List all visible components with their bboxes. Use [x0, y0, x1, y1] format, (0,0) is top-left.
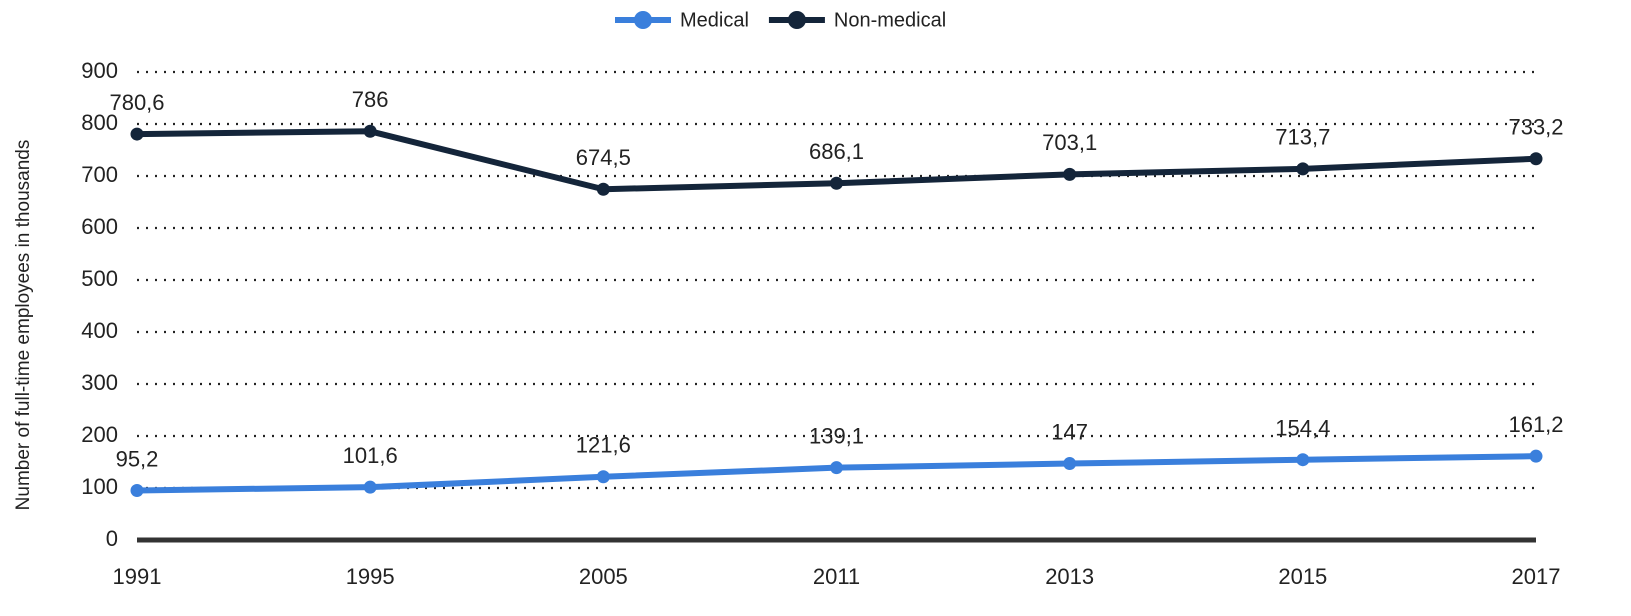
x-tick-label: 2005	[579, 564, 628, 589]
point	[363, 124, 377, 138]
value-label: 139,1	[809, 423, 864, 448]
point	[1529, 449, 1543, 463]
point	[1529, 152, 1543, 166]
value-label: 733,2	[1508, 115, 1563, 140]
y-tick-label: 900	[81, 58, 118, 83]
x-tick-label: 1991	[113, 564, 162, 589]
legend-marker	[634, 11, 652, 29]
y-tick-label: 300	[81, 370, 118, 395]
value-label: 121,6	[576, 433, 631, 458]
value-label: 713,7	[1275, 125, 1330, 150]
point	[1296, 162, 1310, 176]
value-label: 147	[1051, 419, 1088, 444]
point	[363, 480, 377, 494]
value-label: 161,2	[1508, 412, 1563, 437]
point	[1063, 167, 1077, 181]
y-tick-label: 200	[81, 422, 118, 447]
value-label: 703,1	[1042, 130, 1097, 155]
y-tick-label: 800	[81, 110, 118, 135]
legend-marker	[787, 11, 806, 29]
x-tick-label: 2017	[1512, 564, 1561, 589]
point	[1296, 453, 1310, 467]
value-label: 786	[352, 87, 389, 112]
y-tick-label: 700	[81, 162, 118, 187]
point	[596, 470, 610, 484]
x-tick-label: 1995	[346, 564, 395, 589]
point	[596, 182, 610, 196]
x-tick-label: 2015	[1278, 564, 1327, 589]
y-tick-label: 400	[81, 318, 118, 343]
y-tick-label: 600	[81, 214, 118, 239]
x-tick-label: 2013	[1045, 564, 1094, 589]
value-label: 101,6	[343, 443, 398, 468]
point	[1063, 457, 1077, 471]
value-label: 674,5	[576, 145, 631, 170]
y-tick-label: 100	[81, 474, 118, 499]
legend-label: Medical	[680, 9, 749, 31]
point	[130, 127, 144, 141]
y-tick-label: 500	[81, 266, 118, 291]
point	[830, 461, 843, 475]
y-axis-label: Number of full-time employees in thousan…	[13, 140, 34, 511]
point	[130, 483, 144, 497]
legend-label: Non-medical	[834, 9, 946, 31]
value-label: 95,2	[116, 446, 159, 471]
value-label: 686,1	[809, 139, 864, 164]
x-tick-label: 2011	[813, 564, 860, 589]
point	[830, 176, 843, 190]
value-label: 780,6	[109, 90, 164, 115]
y-tick-label: 0	[106, 526, 118, 551]
value-label: 154,4	[1275, 416, 1330, 441]
